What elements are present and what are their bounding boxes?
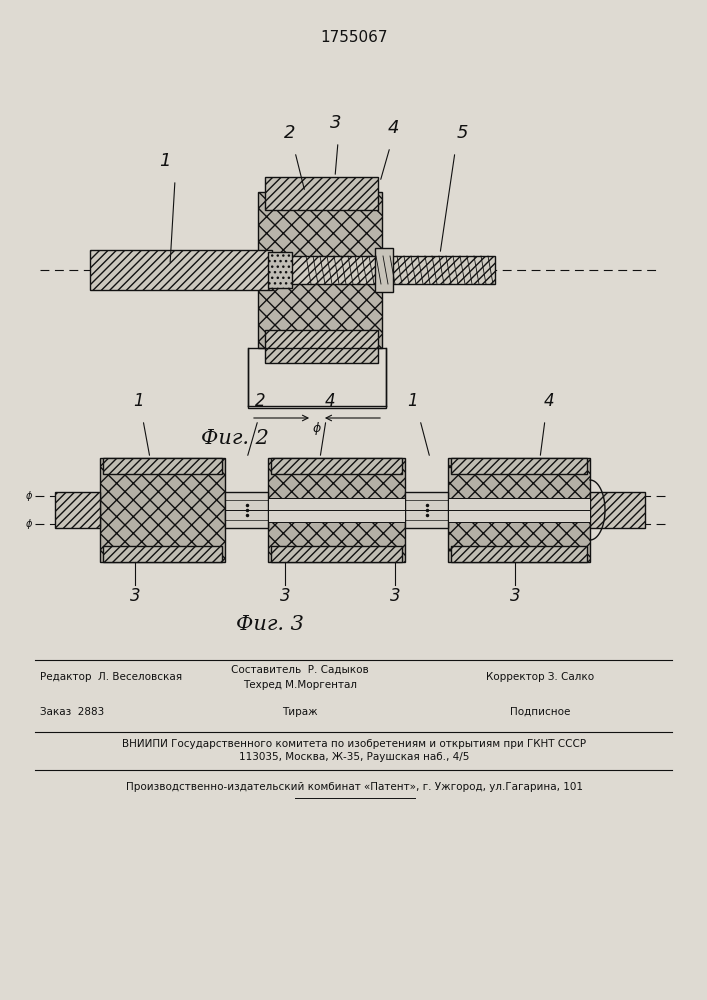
Text: 3: 3 xyxy=(390,587,400,605)
Bar xyxy=(268,458,405,562)
Bar xyxy=(225,492,268,528)
Text: Корректор З. Салко: Корректор З. Салко xyxy=(486,672,594,682)
Text: 3: 3 xyxy=(330,114,341,132)
Text: Фиг. 2: Фиг. 2 xyxy=(201,428,269,448)
Bar xyxy=(405,492,448,528)
Bar xyxy=(590,492,645,528)
Bar xyxy=(248,348,386,408)
Text: 3: 3 xyxy=(280,587,291,605)
Bar xyxy=(258,192,382,348)
Text: 3: 3 xyxy=(129,587,140,605)
Bar xyxy=(268,498,405,522)
Bar xyxy=(100,458,225,562)
Text: 2: 2 xyxy=(284,124,296,142)
Text: Техред М.Моргентал: Техред М.Моргентал xyxy=(243,680,357,690)
Text: Редактор  Л. Веселовская: Редактор Л. Веселовская xyxy=(40,672,182,682)
Bar xyxy=(268,252,292,288)
Text: $\phi$: $\phi$ xyxy=(312,420,322,437)
Bar xyxy=(375,248,393,292)
Text: 1: 1 xyxy=(408,392,419,410)
Bar xyxy=(271,546,402,562)
Bar xyxy=(451,546,587,562)
Bar xyxy=(265,330,378,363)
Bar xyxy=(103,458,222,474)
Bar xyxy=(288,256,495,284)
Text: 2: 2 xyxy=(255,392,265,410)
Bar xyxy=(103,546,222,562)
Bar xyxy=(55,492,100,528)
Text: Заказ  2883: Заказ 2883 xyxy=(40,707,104,717)
Text: 1: 1 xyxy=(133,392,144,410)
Bar xyxy=(90,250,272,290)
Text: Тираж: Тираж xyxy=(282,707,318,717)
Text: $\phi$: $\phi$ xyxy=(25,517,33,531)
Bar xyxy=(451,458,587,474)
Text: 4: 4 xyxy=(387,119,399,137)
Text: 3: 3 xyxy=(510,587,520,605)
Text: 1: 1 xyxy=(159,152,171,170)
Text: 1755067: 1755067 xyxy=(320,30,387,45)
Text: 4: 4 xyxy=(325,392,335,410)
Text: Составитель  Р. Садыков: Составитель Р. Садыков xyxy=(231,665,369,675)
Text: Подписное: Подписное xyxy=(510,707,570,717)
Text: $\phi$: $\phi$ xyxy=(25,489,33,503)
Bar xyxy=(271,458,402,474)
Bar xyxy=(448,458,590,562)
Text: 4: 4 xyxy=(544,392,554,410)
Bar xyxy=(448,498,590,522)
Text: Производственно-издательский комбинат «Патент», г. Ужгород, ул.Гагарина, 101: Производственно-издательский комбинат «П… xyxy=(126,782,583,792)
Text: ВНИИПИ Государственного комитета по изобретениям и открытиям при ГКНТ СССР: ВНИИПИ Государственного комитета по изоб… xyxy=(122,739,586,749)
Bar xyxy=(265,177,378,210)
Text: 5: 5 xyxy=(456,124,468,142)
Text: 113035, Москва, Ж-35, Раушская наб., 4/5: 113035, Москва, Ж-35, Раушская наб., 4/5 xyxy=(239,752,469,762)
Text: Фиг. 3: Фиг. 3 xyxy=(236,615,304,635)
